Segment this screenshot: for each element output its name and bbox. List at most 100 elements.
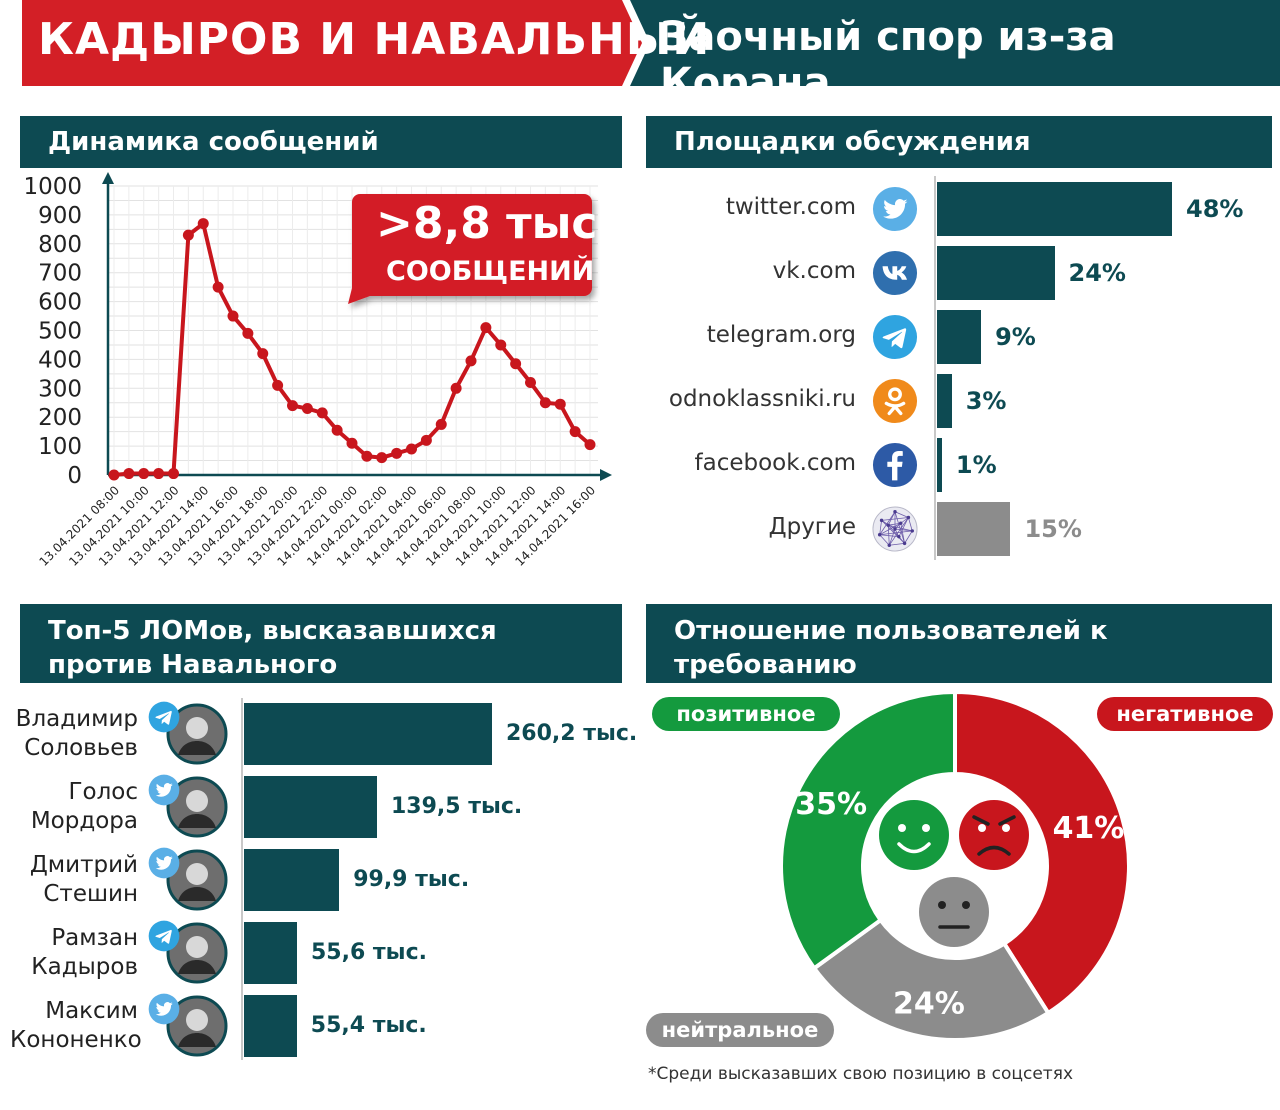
data-point [331, 424, 343, 436]
data-point [272, 379, 284, 391]
data-point [153, 468, 165, 480]
sentiment-pie: 41% 24% 35% [779, 690, 1131, 1042]
data-point [554, 398, 566, 410]
platform-bar [937, 374, 952, 428]
header-red-band [22, 0, 642, 86]
twitter-icon [148, 847, 180, 879]
sentiment-title: Отношение пользователей к требованию Нав… [646, 604, 1272, 714]
dynamics-title: Динамика сообщений [20, 116, 622, 168]
telegram-icon [148, 701, 180, 733]
avatar [166, 849, 228, 911]
y-tick-label: 600 [38, 290, 82, 316]
data-point [287, 400, 298, 412]
data-point [450, 382, 462, 394]
platform-label: telegram.org [706, 322, 856, 348]
y-tick-label: 400 [38, 347, 82, 373]
data-point [465, 355, 477, 367]
data-point [257, 348, 269, 360]
influencer-name: Владимир Соловьев [10, 705, 138, 763]
influencer-name: Рамзан Кадыров [10, 924, 138, 982]
platform-bar [937, 182, 1172, 236]
influencer-name-line1: Максим [45, 998, 138, 1024]
header-right-title: Заочный спор из-за Корана [660, 14, 1116, 106]
y-tick-label: 700 [38, 261, 82, 287]
influencer-value: 55,6 тыс. [310, 940, 427, 965]
influencer-name: Голос Мордора [10, 778, 138, 836]
y-tick-label: 0 [67, 463, 82, 489]
influencer-value: 260,2 тыс. [506, 721, 638, 746]
avatar [166, 776, 228, 838]
data-point [435, 418, 447, 430]
data-point [420, 434, 432, 446]
x-axis-arrow [600, 469, 612, 481]
influencers-title-line2: против Навального [48, 650, 338, 680]
y-tick-label: 900 [38, 203, 82, 229]
data-point [138, 468, 150, 480]
platforms-axis [934, 176, 936, 560]
vk-icon [872, 250, 918, 296]
platforms-title: Площадки обсуждения [646, 116, 1272, 168]
platform-bar [937, 502, 1011, 556]
influencer-name-line1: Рамзан [51, 925, 138, 951]
sentiment-footnote: *Среди высказавших свою позицию в соцсет… [648, 1064, 1073, 1084]
twitter-icon [148, 774, 180, 806]
influencer-name: Дмитрий Стешин [10, 851, 138, 909]
legend-neutral: нейтральное [646, 1013, 834, 1047]
influencer-name-line1: Владимир [15, 706, 138, 732]
influencer-bar [244, 922, 297, 984]
data-point [123, 468, 135, 480]
influencers-axis [241, 698, 243, 1060]
data-point [242, 327, 254, 339]
sentiment-title-line1: Отношение пользователей к требованию [674, 616, 1108, 680]
twitter-icon [872, 186, 918, 232]
pie-slice-label: 41% [1053, 811, 1125, 846]
data-point [108, 469, 120, 481]
influencer-bar [244, 849, 340, 911]
avatar [166, 703, 228, 765]
influencer-name-line2: Стешин [43, 881, 138, 907]
pie-slice-negative [953, 690, 1131, 1016]
y-tick-label: 500 [38, 319, 82, 345]
y-tick-label: 200 [38, 405, 82, 431]
influencer-value: 139,5 тыс. [390, 794, 523, 819]
platform-bar [937, 246, 1055, 300]
neutral-face-icon [919, 877, 989, 947]
platform-value: 9% [995, 323, 1036, 351]
data-point [480, 322, 492, 334]
avatar [166, 922, 228, 984]
influencers-title: Топ-5 ЛОМов, высказавшихся против Наваль… [20, 604, 622, 683]
influencer-bar [244, 995, 297, 1057]
legend-negative: негативное [1097, 697, 1273, 731]
pie-slice-label: 35% [795, 787, 867, 822]
legend-positive: позитивное [652, 697, 840, 731]
data-point [197, 218, 209, 230]
facebook-icon [872, 442, 918, 488]
telegram-icon [148, 920, 180, 952]
platform-label: vk.com [772, 258, 856, 284]
data-point [525, 377, 536, 389]
network-icon [872, 506, 918, 552]
data-point [569, 426, 581, 438]
data-point [346, 437, 358, 449]
badge-count: >8,8 тыс. [376, 198, 615, 249]
influencer-bar [244, 776, 377, 838]
data-point [391, 447, 403, 459]
header-teal-band [630, 0, 1280, 86]
y-tick-label: 100 [38, 434, 82, 460]
twitter-icon [148, 993, 180, 1025]
angry-face-icon [959, 800, 1029, 870]
data-point [495, 339, 507, 351]
platform-value: 15% [1024, 515, 1082, 543]
header-banner [22, 0, 1280, 86]
influencers-title-line1: Топ-5 ЛОМов, высказавшихся [48, 616, 497, 646]
platform-value: 24% [1068, 259, 1126, 287]
platform-bar [937, 310, 982, 364]
influencer-value: 55,4 тыс. [310, 1013, 427, 1038]
y-tick-label: 1000 [23, 174, 82, 200]
data-point [584, 439, 596, 451]
data-point [376, 452, 388, 464]
platform-bar [937, 438, 942, 492]
platform-label: odnoklassniki.ru [668, 386, 856, 412]
platform-label: twitter.com [725, 194, 856, 220]
pie-slice-positive [779, 690, 957, 972]
